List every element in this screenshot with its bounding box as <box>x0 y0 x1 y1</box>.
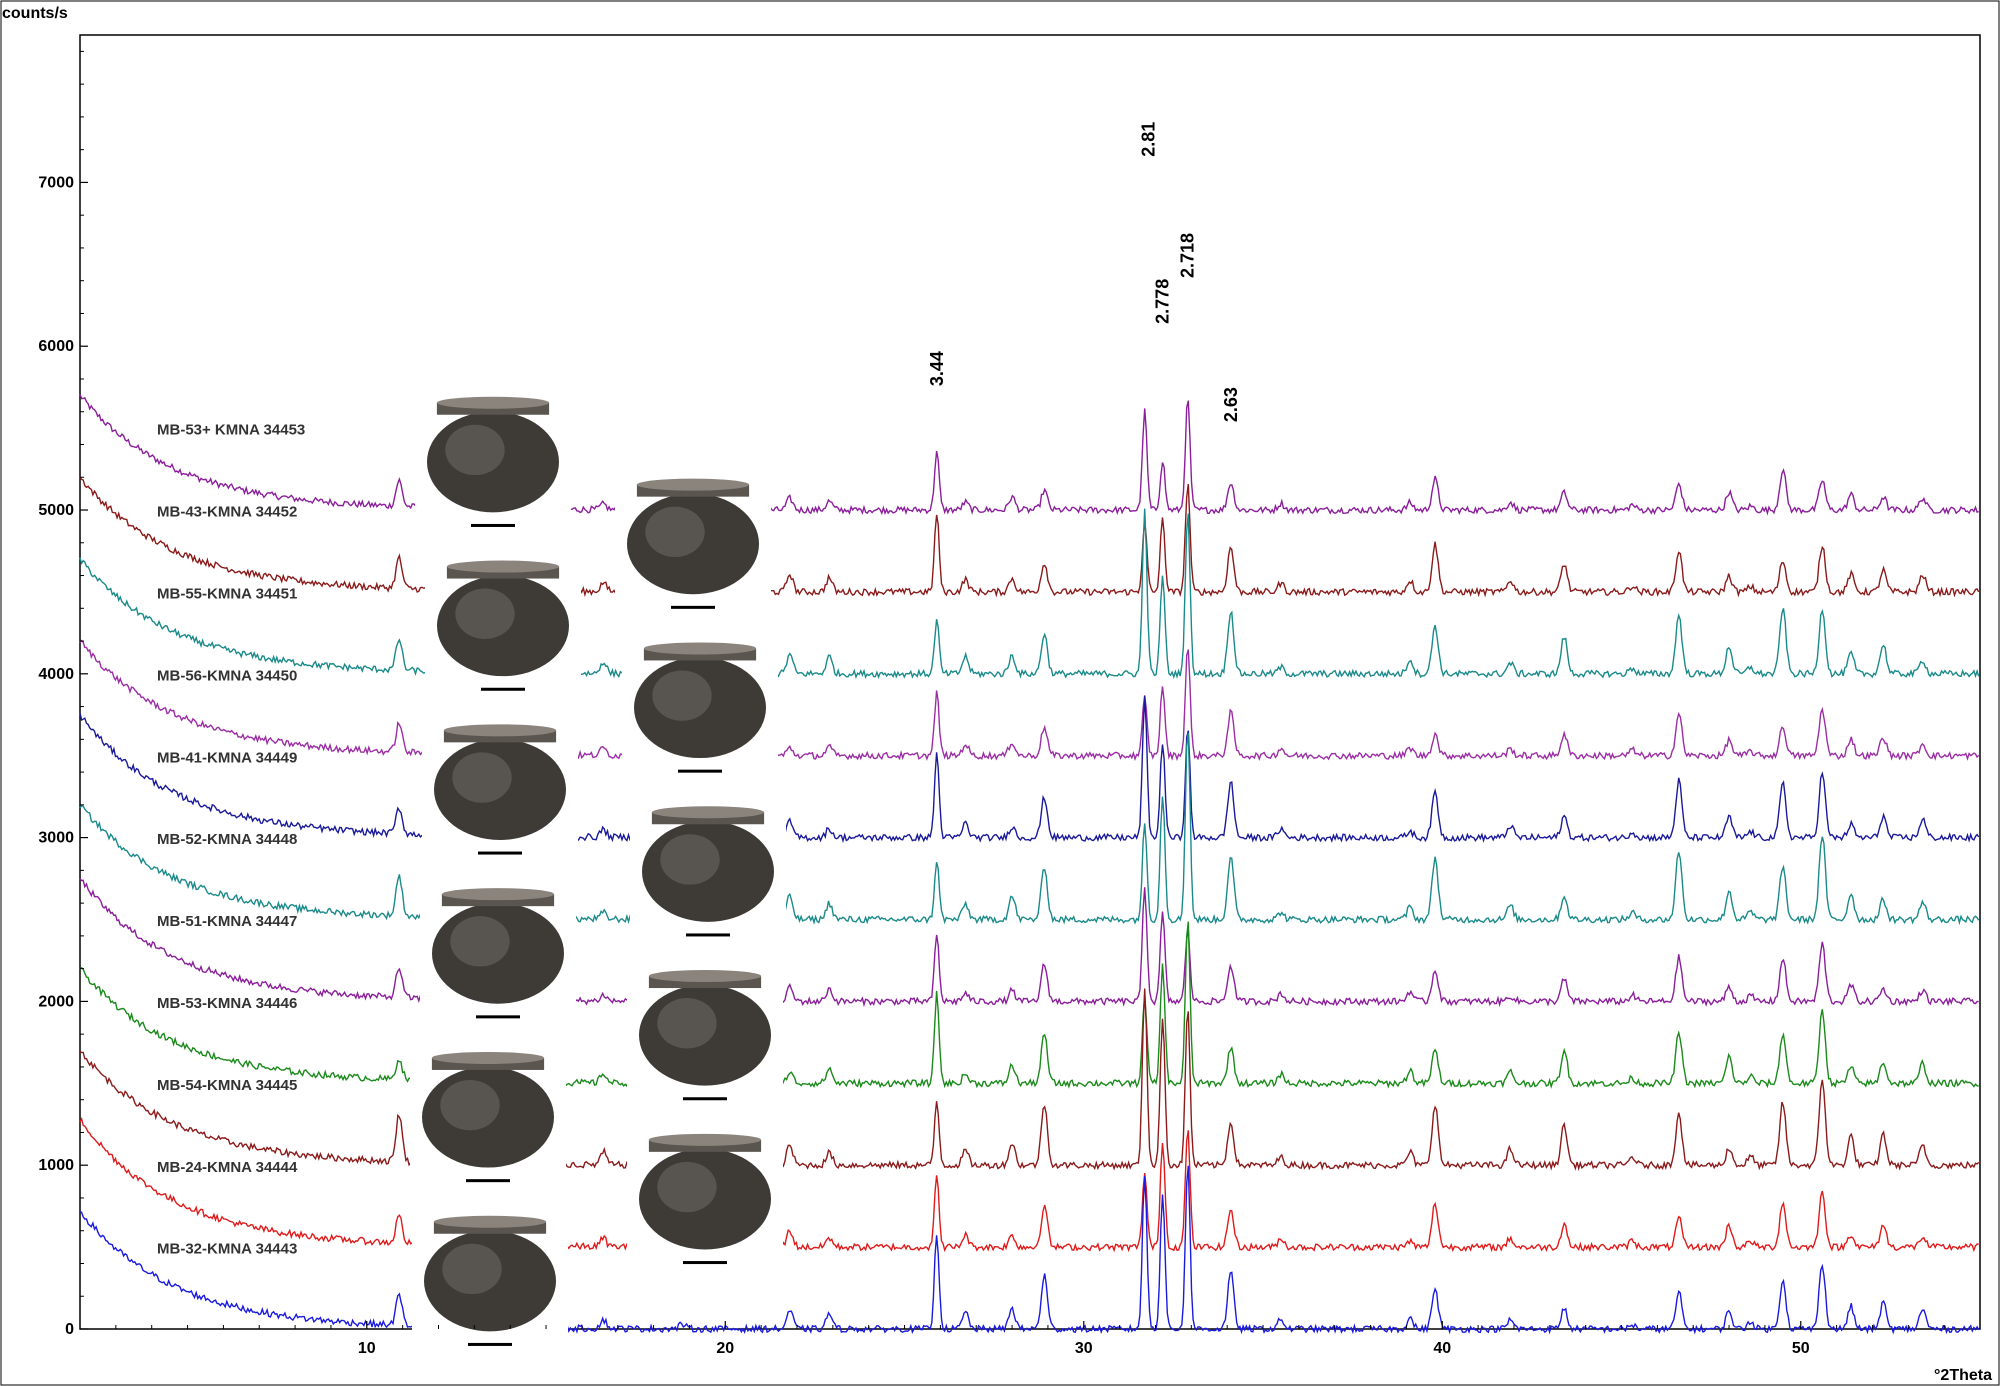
y-tick-label: 4000 <box>38 666 74 683</box>
y-tick-label: 7000 <box>38 174 74 191</box>
y-tick-label: 2000 <box>38 993 74 1010</box>
plot-frame <box>79 34 1981 1330</box>
series-label-2: MB-43-KMNA 34452 <box>157 504 297 521</box>
vessel-rim-top <box>648 970 762 983</box>
series-line-5 <box>79 695 1980 844</box>
vessel-highlight <box>652 670 712 721</box>
series-line-6 <box>79 732 1980 926</box>
vessel-rim-top <box>436 396 550 409</box>
vessel-highlight <box>452 752 512 803</box>
series-line-3 <box>79 508 1980 680</box>
vessel-rim-top <box>433 1215 547 1228</box>
vessel-photo-layer <box>410 391 786 1357</box>
vessel-highlight <box>455 588 515 639</box>
vessel-34447 <box>420 883 576 1030</box>
x-tick-label: 10 <box>358 1340 376 1357</box>
vessel-rim-top <box>441 888 555 901</box>
vessel-highlight <box>442 1243 502 1295</box>
y-tick-label: 3000 <box>38 830 74 847</box>
scale-bar <box>481 687 525 691</box>
vessel-34452 <box>615 473 771 620</box>
y-tick-label: 1000 <box>38 1157 74 1174</box>
vessel-highlight <box>657 998 717 1049</box>
vessel-34450 <box>622 637 778 784</box>
series-line-9 <box>79 988 1980 1172</box>
x-tick-label: 30 <box>1075 1340 1093 1357</box>
peak-label-5: 2.63 <box>1221 387 1241 422</box>
series-label-3: MB-55-KMNA 34451 <box>157 585 297 602</box>
vessel-rim-top <box>443 724 557 737</box>
y-tick-label: 5000 <box>38 502 74 519</box>
scale-bar <box>671 605 715 609</box>
vessel-highlight <box>645 506 705 558</box>
vessel-34446 <box>627 965 783 1112</box>
series-line-4 <box>79 639 1980 762</box>
series-layer <box>79 394 1980 1335</box>
scale-bar <box>468 1342 512 1346</box>
series-line-2 <box>79 476 1980 598</box>
x-tick-label: 40 <box>1433 1340 1451 1357</box>
scale-bar <box>476 1015 520 1019</box>
vessel-rim-top <box>648 1133 762 1146</box>
vessel-34443 <box>412 1210 568 1357</box>
vessel-34451 <box>425 555 581 702</box>
vessel-rim-top <box>446 560 560 573</box>
series-label-8: MB-53-KMNA 34446 <box>157 995 297 1012</box>
peak-label-3: 2.778 <box>1153 279 1173 324</box>
vessel-34444 <box>627 1129 783 1276</box>
scale-bar <box>478 851 522 855</box>
vessel-rim-top <box>651 806 765 819</box>
series-label-4: MB-56-KMNA 34450 <box>157 667 297 684</box>
vessel-34449 <box>422 719 578 866</box>
vessel-34453 <box>415 391 571 538</box>
scale-bar <box>678 769 722 773</box>
series-label-11: MB-32-KMNA 34443 <box>157 1241 297 1258</box>
series-line-1 <box>79 394 1979 516</box>
series-line-11 <box>79 1165 1980 1335</box>
scale-bar <box>683 1097 727 1101</box>
scale-bar <box>686 933 730 937</box>
vessel-highlight <box>450 916 510 967</box>
series-line-10 <box>79 1116 1979 1253</box>
vessel-rim-top <box>643 642 757 655</box>
vessel-34445 <box>410 1047 566 1194</box>
x-axis-title: °2Theta <box>1934 1367 1992 1384</box>
scale-bar <box>683 1261 727 1265</box>
vessel-highlight <box>660 834 720 885</box>
series-line-7 <box>79 878 1979 1008</box>
y-tick-label: 6000 <box>38 338 74 355</box>
vessel-highlight <box>657 1161 717 1213</box>
scale-bar <box>466 1179 510 1183</box>
peak-label-1: 3.44 <box>927 351 947 386</box>
peak-label-4: 2.718 <box>1178 233 1198 278</box>
vessel-34448 <box>630 801 786 948</box>
peak-label-2: 2.81 <box>1138 122 1158 157</box>
y-axis-title: counts/s <box>2 5 68 22</box>
vessel-rim-top <box>636 478 750 491</box>
series-label-6: MB-52-KMNA 34448 <box>157 831 297 848</box>
series-line-8 <box>79 921 1979 1089</box>
vessel-highlight <box>440 1079 500 1131</box>
x-tick-label: 20 <box>716 1340 734 1357</box>
series-label-9: MB-54-KMNA 34445 <box>157 1077 297 1094</box>
y-tick-label: 0 <box>65 1321 74 1338</box>
vessel-highlight <box>445 424 505 476</box>
x-tick-label: 50 <box>1792 1340 1810 1357</box>
vessel-rim-top <box>431 1051 545 1064</box>
series-label-1: MB-53+ KMNA 34453 <box>157 422 305 439</box>
axis-layer: 0 1000 2000 3000 4000 5000 6000 7000 10 20 30 40 50 <box>38 50 1981 1357</box>
sample-label-layer: MB-53+ KMNA 34453 MB-43-KMNA 34452 MB-55-K… <box>157 422 305 1258</box>
series-label-7: MB-51-KMNA 34447 <box>157 913 297 930</box>
series-label-10: MB-24-KMNA 34444 <box>157 1159 298 1176</box>
scale-bar <box>471 523 515 527</box>
series-label-5: MB-41-KMNA 34449 <box>157 749 297 766</box>
